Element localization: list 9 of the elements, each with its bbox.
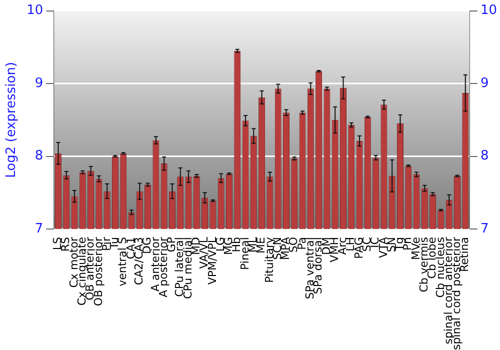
y2-tick-label: 7	[480, 221, 489, 236]
y-tick-label: 10	[26, 3, 44, 18]
y2-tick-label: 9	[480, 76, 489, 91]
y2-tick-label: 10	[480, 3, 498, 18]
y-tick-label: 9	[34, 76, 44, 91]
y-axis-title: Log2 (expression)	[4, 62, 20, 178]
y2-tick-label: 8	[480, 148, 489, 164]
y-tick-label: 8	[34, 148, 44, 164]
y-tick-label: 7	[34, 221, 44, 236]
